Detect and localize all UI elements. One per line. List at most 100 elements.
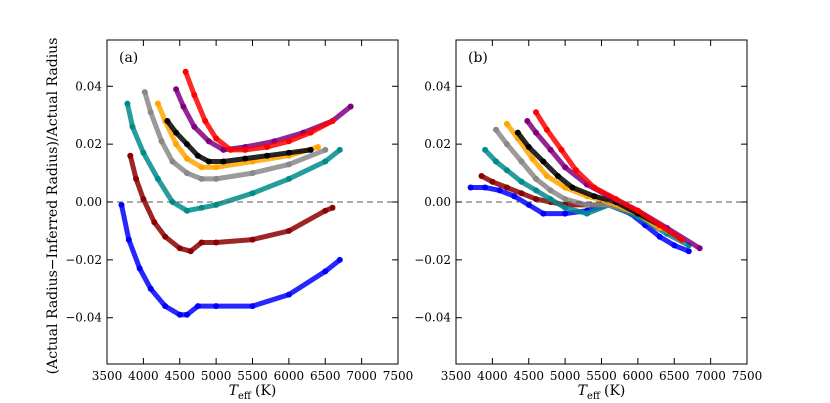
panel-a-x-axis-label-main: T (229, 383, 240, 399)
panel-a-xtick-label: 6500 (310, 369, 341, 383)
panel-a-xtick-label: 4000 (128, 369, 159, 383)
panel-a-point-purple-3 (205, 138, 212, 145)
panel-a-point-blue-0 (118, 201, 125, 208)
panel-a-point-blue-6 (184, 311, 190, 318)
panel-a-point-gray-9 (322, 146, 329, 153)
panel-a-point-teal-1 (129, 123, 136, 130)
panel-a-point-darkred-0 (127, 152, 134, 159)
panel-a-series-orange (154, 100, 321, 171)
panel-b-point-red-1 (543, 126, 550, 133)
panel-a-series-gray-band (142, 89, 328, 182)
panel-b-point-teal-4 (533, 187, 539, 194)
panel-b-point-blue-3 (511, 193, 518, 200)
panel-a-point-black-0 (164, 118, 171, 124)
panel-b-point-gray-4 (547, 187, 554, 194)
panel-b-point-darkred-4 (533, 196, 539, 203)
panel-b-point-blue-5 (540, 210, 547, 217)
panel-b-point-darkred-2 (503, 184, 510, 191)
panel-a-point-darkred-3 (151, 219, 158, 226)
panel-a-point-darkred-9 (249, 236, 256, 243)
panel-a-xtick-label: 4500 (164, 369, 195, 383)
panel-b-point-teal-6 (562, 204, 569, 211)
panel-b-ytick-label: 0.02 (424, 137, 451, 151)
panel-a-point-blue-8 (213, 303, 220, 310)
panel-b-point-red-2 (558, 146, 565, 153)
panel-b-point-blue-0 (467, 184, 474, 191)
panel-b-x-ticks: 3500 4000 4500 5000 5500 6000 6500 7000 7500 (441, 40, 763, 383)
panel-a-xtick-label: 5000 (201, 369, 232, 383)
panel-b-point-teal-1 (493, 158, 499, 165)
panel-a-point-blue-4 (162, 303, 169, 310)
panel-a-ytick-label: 0.02 (75, 137, 102, 151)
panel-a-point-black-7 (264, 152, 271, 159)
panel-a-series-black (164, 118, 314, 165)
panel-a-point-red-5 (242, 146, 249, 153)
panel-a-point-red-1 (191, 92, 198, 98)
panel-a-ytick-label: −0.04 (65, 311, 102, 325)
panel-b-x-axis-label-unit: (K) (604, 383, 625, 399)
panel-b-xtick-label: 7500 (732, 369, 763, 383)
panel-a-point-red-8 (307, 129, 314, 136)
panel-a-point-gray-0 (141, 89, 148, 96)
panel-a-point-blue-9 (249, 303, 256, 310)
panel-b-point-purple-0 (524, 118, 531, 124)
panel-a-point-red-6 (264, 144, 271, 150)
panel-b-point-teal-2 (503, 167, 510, 174)
panel-b-point-black-3 (554, 173, 561, 179)
panel-b-point-orange-2 (529, 155, 536, 162)
panel-b-data (467, 109, 703, 255)
panel-b-point-blue-6 (562, 210, 569, 217)
panel-a-point-gray-7 (249, 170, 256, 177)
panel-b-point-purple-8 (696, 245, 703, 252)
panel-b-point-darkred-0 (478, 173, 485, 179)
panel-a-point-gray-5 (198, 175, 205, 182)
panel-a-series-red-band (183, 69, 335, 153)
panel-a-series-red (182, 68, 336, 153)
panel-a-point-black-8 (285, 149, 292, 156)
panel-b-ytick-label: −0.04 (414, 311, 451, 325)
panel-b-ytick-label: 0.00 (424, 195, 451, 209)
panel-b-point-blue-13 (685, 248, 692, 255)
panel-a-ytick-label: 0.00 (75, 195, 102, 209)
panel-b-point-red-7 (656, 222, 663, 229)
panel-a-ytick-label: −0.02 (65, 253, 102, 267)
panel-a-point-blue-3 (147, 285, 154, 292)
panel-a-series-darkred (127, 152, 336, 255)
panel-a-point-red-2 (202, 118, 209, 124)
panel-b-point-red-0 (533, 109, 539, 116)
panel-a-point-orange-4 (198, 164, 205, 171)
panel-b-point-gray-5 (562, 196, 569, 203)
panel-a-x-axis-label: Teff (K) (229, 383, 277, 402)
panel-a-point-teal-5 (184, 207, 190, 214)
panel-b-xtick-label: 4000 (477, 369, 508, 383)
panel-b-point-red-4 (591, 184, 598, 191)
panel-b-point-purple-3 (562, 164, 569, 171)
panel-b-xtick-label: 7000 (695, 369, 726, 383)
panel-b-point-red-8 (678, 236, 685, 243)
panel-b-point-orange-3 (543, 173, 550, 179)
panel-b-point-gray-1 (503, 141, 510, 148)
panel-a-point-darkred-6 (187, 248, 194, 255)
panel-a-point-black-1 (173, 129, 180, 136)
panel-b-point-red-3 (573, 167, 579, 174)
panel-a-point-black-5 (220, 158, 227, 165)
panel-a-ytick-label: 0.04 (75, 79, 102, 93)
panel-b-y-ticks: 0.04 0.02 0.00 −0.02 −0.04 (414, 79, 747, 325)
panel-b-xtick-label: 3500 (441, 369, 472, 383)
panel-b-ytick-label: 0.04 (424, 79, 451, 93)
panel-a-point-darkred-7 (198, 239, 205, 246)
panel-a-point-darkred-11 (322, 207, 329, 214)
panel-b-x-axis-label-sub: eff (587, 391, 601, 402)
panel-a-point-purple-2 (191, 123, 198, 130)
panel-a-point-blue-10 (285, 291, 292, 298)
panel-a-point-blue-12 (336, 256, 343, 263)
panel-a-point-purple-0 (173, 86, 180, 93)
panel-a-point-gray-4 (184, 170, 190, 177)
panel-a-point-teal-0 (124, 100, 131, 107)
panel-b-x-axis-label-main: T (578, 383, 589, 399)
panel-b-point-black-2 (540, 158, 547, 165)
panel-a-point-blue-7 (194, 303, 201, 310)
panel-a-y-ticks: 0.04 0.02 0.00 −0.02 −0.04 (65, 79, 398, 325)
panel-a-point-black-9 (307, 146, 314, 153)
